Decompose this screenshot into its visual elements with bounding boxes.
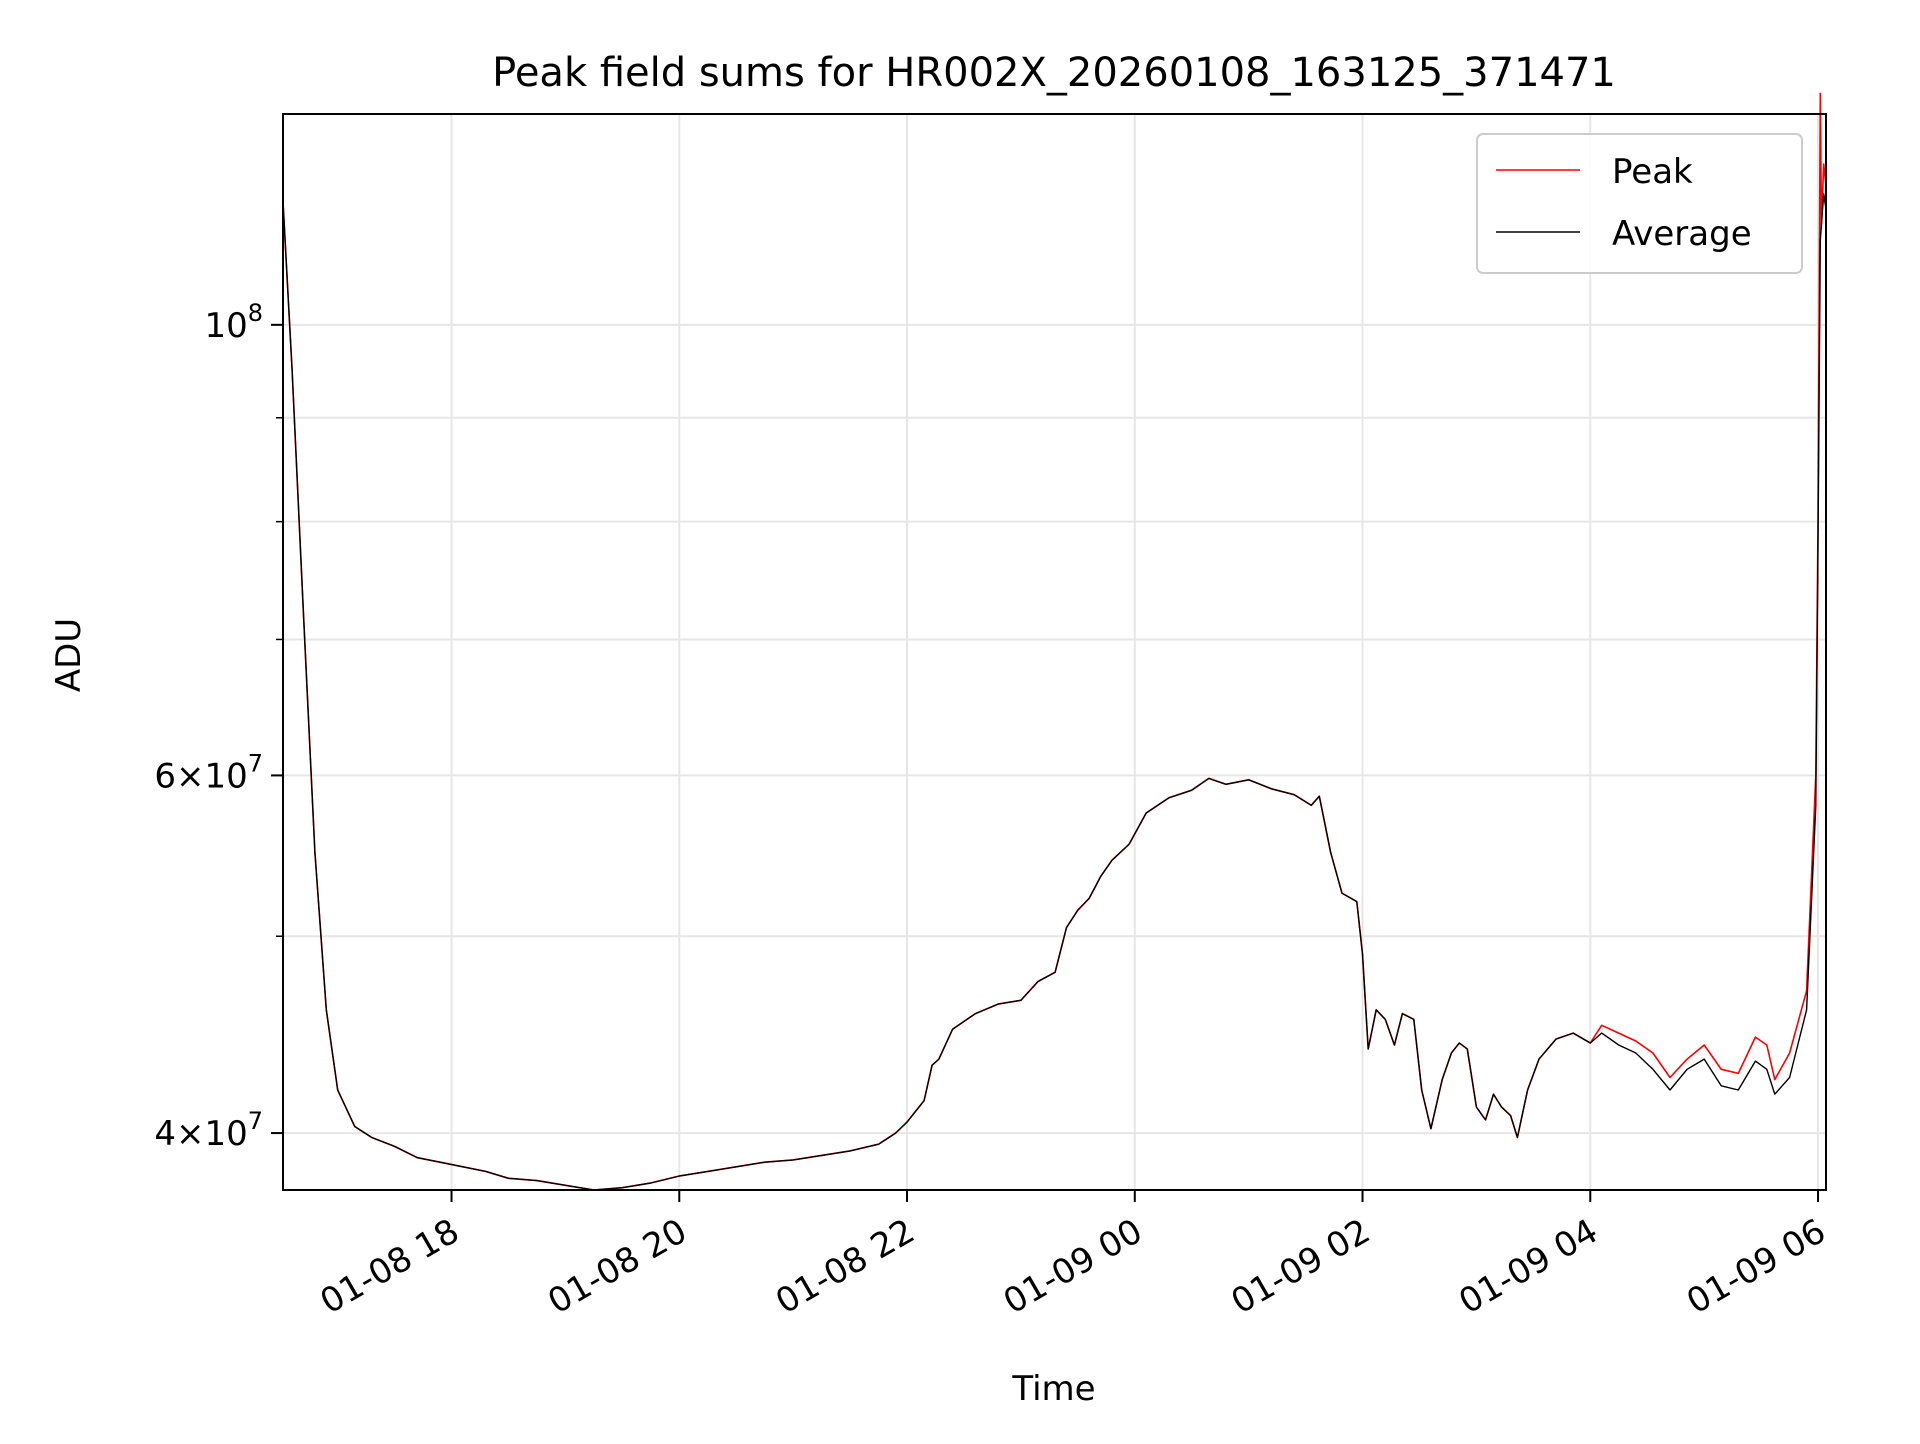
legend-box [1476, 133, 1803, 274]
series-layer [282, 92, 1827, 1191]
x-axis-label: Time [1011, 1369, 1095, 1409]
legend-peak-label: Peak [1612, 152, 1693, 192]
series-line-average [282, 193, 1827, 1191]
y-tick-label: 6×107 [154, 749, 263, 796]
y-tick-label: 4×107 [154, 1107, 263, 1154]
grid [283, 114, 1826, 1190]
y-axis-label: ADU [49, 618, 89, 692]
y-tick-label: 108 [204, 299, 263, 346]
plot-frame [282, 113, 1827, 1191]
legend-average-label: Average [1612, 214, 1752, 254]
chart-title: Peak field sums for HR002X_20260108_1631… [492, 50, 1616, 96]
legend: Peak Average [1476, 133, 1803, 274]
